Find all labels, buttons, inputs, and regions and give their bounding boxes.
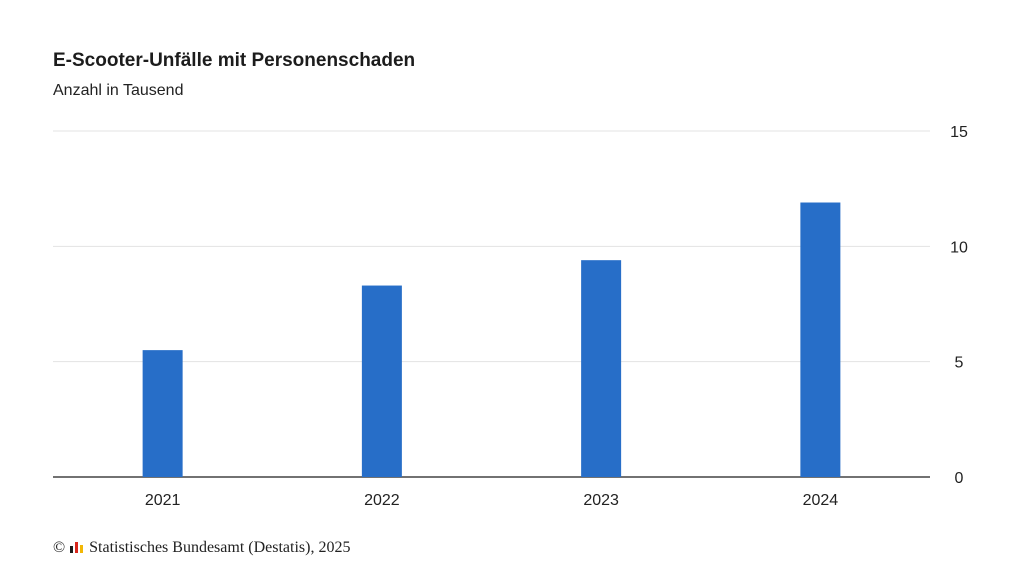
gridlines xyxy=(53,130,930,478)
copyright-symbol: © xyxy=(53,539,66,556)
y-axis-labels: 0 5 10 15 xyxy=(950,124,968,487)
bar-2023 xyxy=(581,260,622,477)
x-axis-labels: 2021 2022 2023 2024 xyxy=(145,492,838,509)
bar-2021 xyxy=(142,350,183,477)
bars xyxy=(142,202,841,478)
bar-2024 xyxy=(800,202,841,478)
x-tick-label: 2022 xyxy=(364,492,400,509)
y-tick-label: 0 xyxy=(955,470,964,487)
source-text: Statistisches Bundesamt (Destatis), 2025 xyxy=(89,539,351,556)
destatis-logo-icon xyxy=(69,541,85,555)
y-tick-label: 10 xyxy=(950,239,968,256)
chart-title: E-Scooter-Unfälle mit Personenschaden xyxy=(53,50,416,71)
y-tick-label: 5 xyxy=(955,355,964,372)
x-tick-label: 2024 xyxy=(803,492,839,509)
bar-2022 xyxy=(361,285,402,477)
x-tick-label: 2021 xyxy=(145,492,181,509)
source-footer: © Statistisches Bundesamt (Destatis), 20… xyxy=(53,539,350,557)
chart-subtitle: Anzahl in Tausend xyxy=(53,82,184,99)
x-tick-label: 2023 xyxy=(583,492,619,509)
y-tick-label: 15 xyxy=(950,124,968,141)
